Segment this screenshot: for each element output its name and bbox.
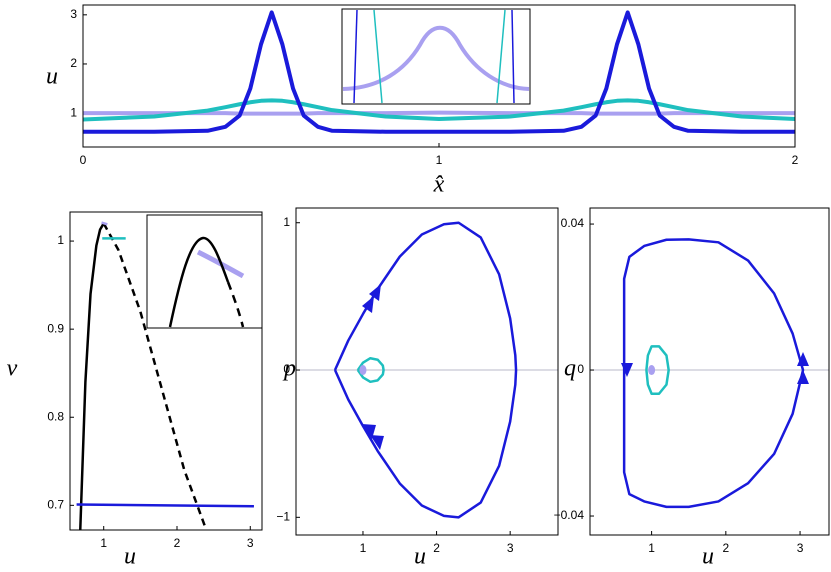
line <box>79 222 105 530</box>
x-tick-label: 2 <box>433 541 440 555</box>
y-axis-label: u <box>46 64 58 90</box>
x-tick-label: 2 <box>174 536 181 550</box>
point <box>648 365 656 376</box>
y-axis-label: q <box>564 356 576 382</box>
panel: 1 2 3 0.7 0.8 0.9 1 u v <box>7 211 263 570</box>
inset-left <box>146 214 263 329</box>
x-tick-label: 2 <box>722 541 729 555</box>
x-tick-label: 1 <box>648 541 655 555</box>
arrow <box>362 296 374 313</box>
inset-curve <box>496 9 506 104</box>
x-tick-label: 0 <box>80 153 87 167</box>
arrow <box>621 363 633 377</box>
x-axis-label: u <box>414 544 426 570</box>
inset-curve <box>196 249 245 279</box>
y-tick-label: 0.8 <box>47 409 64 423</box>
x-tick-label: 1 <box>100 536 107 550</box>
y-tick-label: 0.7 <box>47 498 64 512</box>
y-tick-label: 0.04 <box>561 216 585 230</box>
inset-frame <box>341 8 531 105</box>
panel: 1 2 3 −0.04 0 0.04 u q <box>554 207 830 570</box>
y-tick-label: 3 <box>70 7 77 21</box>
inset-curve <box>373 9 383 104</box>
inset-curve <box>168 236 230 328</box>
line <box>645 345 670 396</box>
line <box>622 238 805 509</box>
inset-curve <box>353 9 358 104</box>
y-tick-label: 2 <box>70 56 77 70</box>
y-tick-label: 1 <box>70 105 77 119</box>
y-tick-label: 1 <box>283 215 290 229</box>
panel: 1 2 3 −1 0 1 u p <box>276 207 559 570</box>
panel: 0 1 2 1 2 3 x̂ u <box>46 4 799 198</box>
y-tick-label: 0 <box>577 362 584 376</box>
point <box>359 365 367 376</box>
line <box>83 110 795 116</box>
inset-top <box>341 8 531 105</box>
inset-frame <box>146 214 263 329</box>
y-axis-label: p <box>282 356 296 382</box>
y-tick-label: −0.04 <box>554 508 585 522</box>
line <box>101 221 108 226</box>
line <box>76 503 254 508</box>
arrow <box>370 435 384 450</box>
panels: 0 1 2 1 2 3 x̂ u 1 2 3 0.7 0.8 0.9 1 u v 1 2 3 −1 0 1 u p 1 2 3 −0.0… <box>7 4 830 570</box>
line <box>102 222 208 530</box>
arrow <box>797 370 809 384</box>
inset-curve <box>511 9 515 104</box>
y-tick-label: −1 <box>276 509 290 523</box>
plot-frame <box>295 207 559 536</box>
x-tick-label: 1 <box>436 153 443 167</box>
x-axis-label: u <box>702 544 714 570</box>
arrows <box>362 284 809 450</box>
x-tick-label: 3 <box>797 541 804 555</box>
arrow <box>797 352 809 366</box>
x-axis-label: x̂ <box>433 172 445 198</box>
x-tick-label: 3 <box>507 541 514 555</box>
y-axis-label: v <box>7 356 18 382</box>
inset-curve <box>342 25 530 91</box>
plot-frame <box>589 207 830 536</box>
inset-curve <box>226 281 245 328</box>
line <box>83 10 795 134</box>
plot-frame <box>82 4 796 148</box>
line <box>333 221 518 519</box>
y-tick-label: 0.9 <box>47 321 64 335</box>
y-tick-label: 0 <box>283 362 290 376</box>
line <box>83 98 795 122</box>
plot-frame <box>69 211 263 531</box>
x-tick-label: 1 <box>360 541 367 555</box>
y-tick-label: 1 <box>57 233 64 247</box>
x-tick-label: 3 <box>247 536 254 550</box>
x-tick-label: 2 <box>792 153 799 167</box>
arrow <box>369 284 381 301</box>
line <box>356 356 385 384</box>
x-axis-label: u <box>124 544 136 570</box>
